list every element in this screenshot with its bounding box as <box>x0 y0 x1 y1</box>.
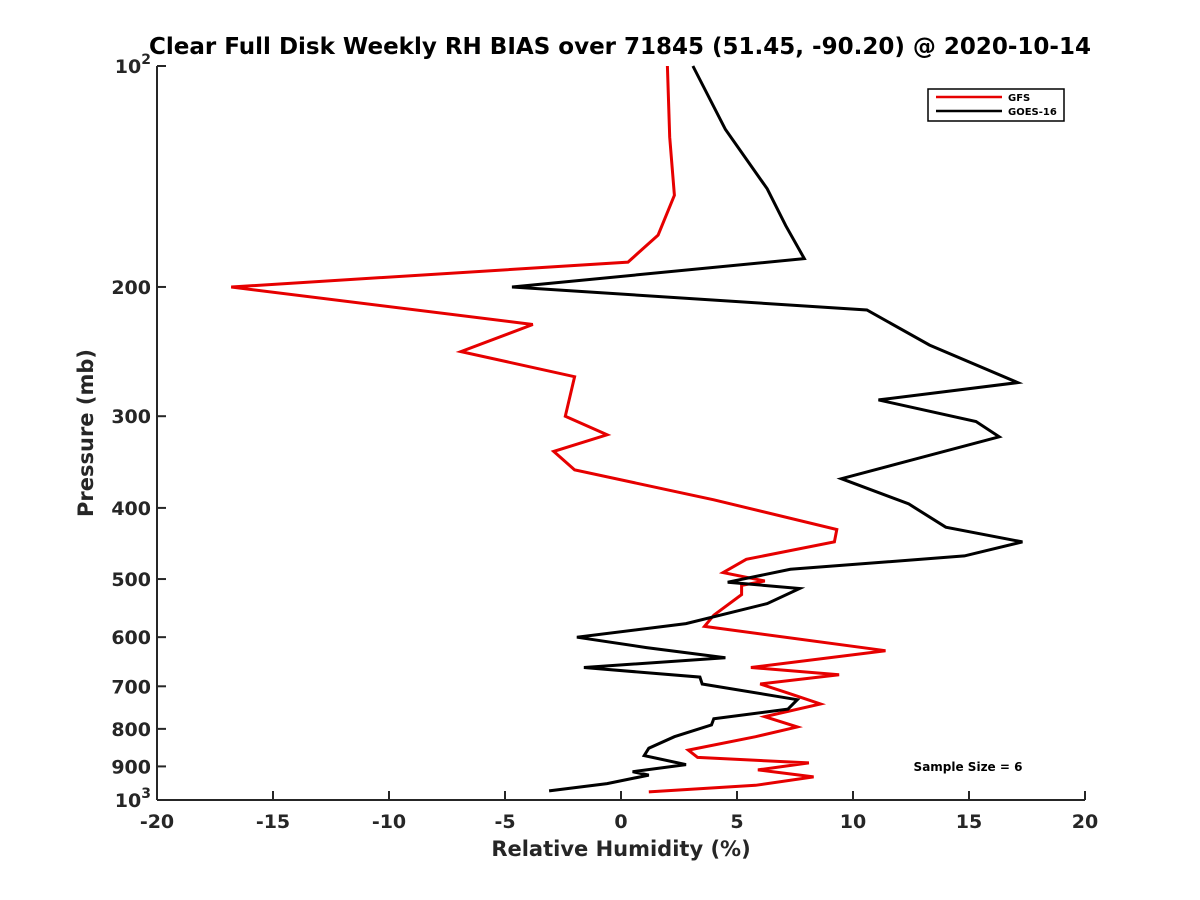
y-tick-label: 102 <box>115 52 151 78</box>
legend-label-gfs: GFS <box>1008 93 1030 104</box>
x-tick-label: -10 <box>372 811 406 833</box>
x-tick-label: -20 <box>140 811 174 833</box>
x-axis-title: Relative Humidity (%) <box>491 837 750 861</box>
x-tick-label: 20 <box>1072 811 1098 833</box>
y-tick-label: 300 <box>111 406 151 428</box>
y-tick-label: 400 <box>111 498 151 520</box>
x-tick-label: 5 <box>730 811 743 833</box>
x-tick-label: 10 <box>840 811 866 833</box>
y-tick-label: 103 <box>115 786 151 812</box>
y-ticks: 102 200 300 400 500 600 700 800 900 103 <box>111 52 166 812</box>
y-tick-label: 900 <box>111 756 151 778</box>
plot-area: -20 -15 -10 -5 0 5 10 15 20 102 200 300 400 500 600 70… <box>111 52 1098 833</box>
y-tick-label: 700 <box>111 676 151 698</box>
series-line-goes16 <box>511 65 1024 793</box>
y-tick-label: 800 <box>111 719 151 741</box>
x-tick-label: 0 <box>614 811 627 833</box>
y-tick-label: 500 <box>111 569 151 591</box>
legend-label-goes16: GOES-16 <box>1008 107 1057 118</box>
y-tick-label: 600 <box>111 627 151 649</box>
legend: GFS GOES-16 <box>927 88 1065 122</box>
legend-box <box>927 88 1065 122</box>
y-tick-label: 200 <box>111 277 151 299</box>
x-tick-label: -5 <box>494 811 515 833</box>
x-tick-label: -15 <box>256 811 290 833</box>
x-ticks: -20 -15 -10 -5 0 5 10 15 20 <box>140 791 1098 833</box>
chart-title: Clear Full Disk Weekly RH BIAS over 7184… <box>149 34 1091 60</box>
series-layer <box>231 65 1024 794</box>
x-tick-label: 15 <box>956 811 982 833</box>
y-axis-title: Pressure (mb) <box>74 349 98 517</box>
sample-size-note: Sample Size = 6 <box>914 760 1023 774</box>
series-line-gfs <box>231 65 886 794</box>
